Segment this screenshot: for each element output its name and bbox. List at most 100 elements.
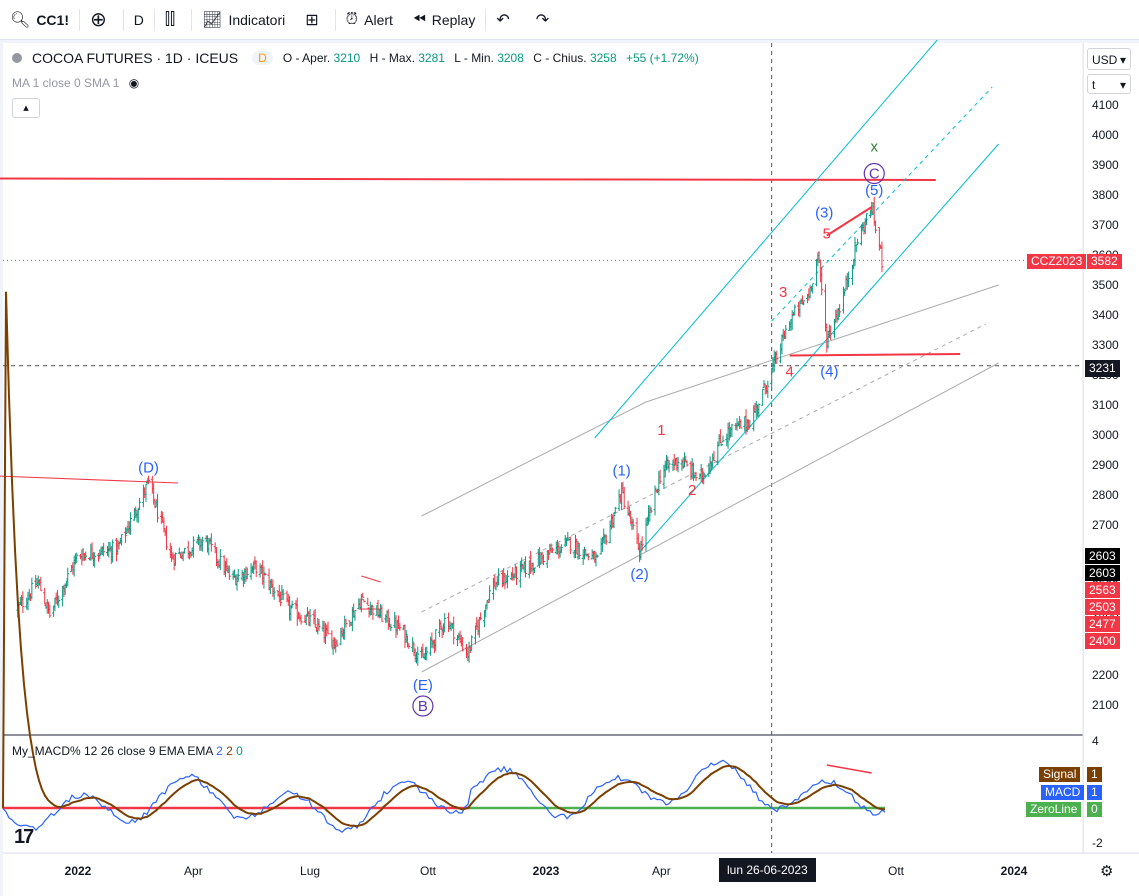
grid-icon: ⊞	[305, 11, 319, 29]
y-axis-tick-label: 3900	[1092, 158, 1119, 172]
macd-pane	[3, 736, 1083, 853]
search-icon: 🔍︎	[10, 11, 31, 29]
signal-tag: Signal	[1039, 767, 1081, 782]
settings-gear-icon[interactable]: ⚙	[1100, 863, 1114, 880]
red-price-value: 2563	[1089, 583, 1116, 597]
undo-button[interactable]: ↶	[486, 0, 525, 40]
ccz-tag-label: CCZ2023	[1031, 254, 1083, 268]
macd-value-tag: 1	[1087, 785, 1102, 800]
alert-button[interactable]: ⏰︎ Alert	[336, 0, 403, 40]
red-price-tag: 2503	[1085, 599, 1120, 615]
ma-legend[interactable]: MA 1 close 0 SMA 1 ◉	[12, 76, 139, 90]
black-price-value-2: 2603	[1089, 566, 1116, 580]
rewind-icon: ⏪︎	[412, 10, 426, 28]
macd-legend-value: 2	[226, 744, 233, 758]
open-value: 3210	[333, 51, 361, 65]
ccz-price-tag: 3582	[1087, 254, 1122, 269]
wave-label: (1)	[612, 463, 630, 480]
y-axis-tick-label: 4100	[1092, 98, 1119, 112]
macd-divergence-line	[826, 764, 872, 774]
y-axis-tick-label: 2200	[1092, 668, 1119, 682]
redo-icon: ↷	[535, 11, 550, 29]
blue-channel-lower	[639, 143, 999, 553]
y-axis-tick-label: 3500	[1092, 278, 1119, 292]
x-axis-tick-label: Ott	[420, 864, 437, 878]
delay-badge[interactable]: D	[252, 51, 273, 65]
indicators-label: Indicatori	[228, 11, 286, 28]
currency-select[interactable]: USD ▾	[1087, 48, 1131, 70]
price-pane	[3, 43, 1083, 734]
wave5-top-line	[826, 206, 873, 237]
black-price-tag-1: 2603	[1085, 548, 1120, 564]
zeroline-value-tag: 0	[1087, 802, 1102, 817]
indicators-button[interactable]: 📈︎ Indicatori	[192, 0, 295, 40]
price-axis	[1084, 43, 1139, 853]
d-wave-line	[0, 475, 179, 484]
gray-channel-mid	[421, 323, 987, 613]
red-price-tag: 2563	[1085, 582, 1120, 598]
tradingview-logo[interactable]: 17	[14, 826, 34, 848]
macd-legend-name: My_MACD% 12 26 close 9 EMA EMA	[12, 744, 213, 758]
x-axis-tick-label: Ott	[888, 864, 905, 878]
black-price-tag-2: 2603	[1085, 565, 1120, 581]
y-axis-tick-label: 4000	[1092, 128, 1119, 142]
red-price-tag: 2400	[1085, 633, 1120, 649]
x-axis-tick-label: Apr	[652, 864, 671, 878]
eye-off-icon[interactable]: ◉	[128, 76, 140, 90]
redo-button[interactable]: ↷	[526, 0, 565, 40]
interval-label: D	[133, 11, 144, 28]
symbol-search[interactable]: 🔍︎ CC1!	[0, 0, 79, 40]
macd-tag: MACD	[1041, 785, 1085, 800]
undo-icon: ↶	[496, 11, 510, 29]
ma-label: MA 1 close 0 SMA 1	[12, 76, 120, 90]
triangle-top	[361, 575, 381, 583]
replay-button[interactable]: ⏪︎ Replay	[403, 0, 485, 40]
red-price-value: 2400	[1089, 634, 1116, 648]
wave-label: (D)	[138, 460, 159, 477]
symbol-legend: COCOA FUTURES · 1D · ICEUS D O - Aper. 3…	[12, 50, 705, 66]
x-axis-tick-label: 2022	[65, 864, 92, 878]
zeroline-tag-value: 0	[1091, 802, 1098, 816]
crosshair-price-value: 3231	[1089, 361, 1116, 375]
y-axis-tick-label: 3300	[1092, 338, 1119, 352]
high-value: 3281	[418, 51, 445, 65]
scale-mode-label: t	[1092, 78, 1096, 92]
chart-type-button[interactable]: ⫿⫿	[155, 0, 191, 40]
ccz-tag-value: 3582	[1091, 254, 1118, 268]
ccz-symbol-tag: CCZ2023	[1027, 254, 1087, 269]
red-price-value: 2477	[1089, 617, 1116, 631]
chevron-up-icon: ▴	[23, 102, 29, 114]
crosshair-price-tag: 3231	[1085, 360, 1120, 377]
y-axis-tick-label: 3800	[1092, 188, 1119, 202]
crosshair-date-tag: lun 26-06-2023	[719, 858, 816, 882]
y-axis-tick-label: 3400	[1092, 308, 1119, 322]
low-value: 3208	[497, 51, 524, 65]
signal-value-tag: 1	[1087, 767, 1102, 782]
ohlc-values: O - Aper. 3210 H - Max. 3281 L - Min. 32…	[283, 51, 705, 65]
compare-button[interactable]: ⊕	[80, 0, 123, 40]
x-axis-tick-label: 2023	[533, 864, 560, 878]
symbol-title[interactable]: COCOA FUTURES · 1D · ICEUS	[32, 50, 239, 66]
y-axis-tick-label: 3000	[1092, 428, 1119, 442]
y-axis-tick-label: 2800	[1092, 488, 1119, 502]
wave-label: 4	[785, 364, 793, 381]
low-label: L - Min.	[454, 51, 494, 65]
scale-mode-select[interactable]: t ▾	[1087, 74, 1131, 94]
wave-label: (5)	[865, 182, 883, 199]
symbol-logo-icon	[12, 53, 22, 63]
wave-label: (4)	[820, 364, 838, 381]
y-axis-tick-label: 3100	[1092, 398, 1119, 412]
wave-label: (3)	[815, 205, 833, 222]
macd-legend[interactable]: My_MACD% 12 26 close 9 EMA EMA 2 2 0	[12, 744, 243, 758]
chevron-down-icon: ▾	[1119, 78, 1126, 92]
collapse-legend-button[interactable]: ▴	[12, 98, 40, 118]
wave-label: (2)	[630, 566, 648, 583]
macd-line	[2, 759, 886, 833]
templates-button[interactable]: ⊞	[295, 0, 334, 40]
signal-line	[2, 291, 886, 828]
zeroline-tag: ZeroLine	[1026, 802, 1082, 817]
plus-circle-icon: ⊕	[89, 9, 107, 31]
interval-button[interactable]: D	[124, 0, 154, 40]
red-price-tag: 2477	[1085, 616, 1120, 632]
